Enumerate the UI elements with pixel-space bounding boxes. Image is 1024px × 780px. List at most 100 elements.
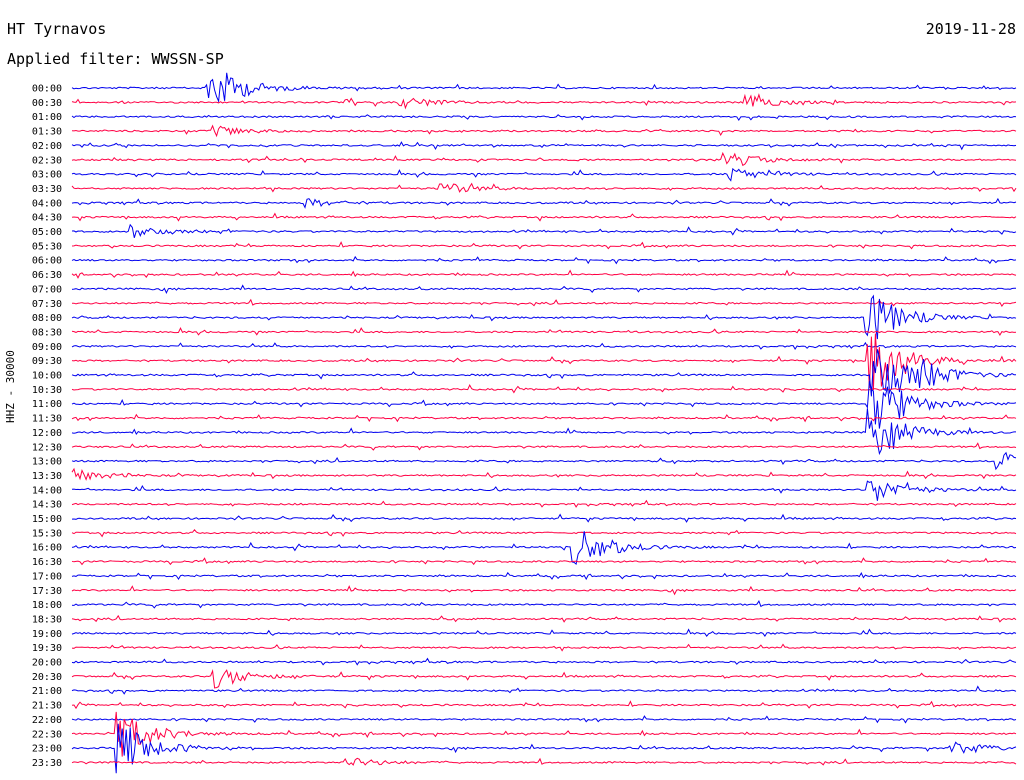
row-time-label: 01:00 <box>32 112 62 123</box>
row-time-label: 18:00 <box>32 600 62 611</box>
trace-line <box>71 685 1017 695</box>
row-time-label: 21:00 <box>32 686 62 697</box>
trace-line <box>71 451 1017 471</box>
trace-line <box>71 442 1017 451</box>
trace-line <box>71 499 1017 508</box>
row-time-label: 03:30 <box>32 184 62 195</box>
row-time-label: 08:30 <box>32 327 62 338</box>
trace-line <box>71 93 1017 110</box>
trace-line <box>71 669 1017 689</box>
row-time-label: 18:30 <box>32 614 62 625</box>
trace-line <box>71 723 1017 774</box>
row-time-label: 11:30 <box>32 414 62 425</box>
row-time-label: 04:30 <box>32 213 62 224</box>
trace-line <box>71 197 1017 209</box>
row-time-label: 09:00 <box>32 342 62 353</box>
row-time-label: 21:30 <box>32 701 62 712</box>
row-time-label: 08:00 <box>32 313 62 324</box>
station-name: HT Tyrnavos <box>7 20 107 38</box>
trace-line <box>71 383 1017 394</box>
trace-line <box>71 182 1017 193</box>
row-time-label: 16:30 <box>32 557 62 568</box>
trace-line <box>71 467 1017 481</box>
trace-line <box>71 294 1017 340</box>
trace-line <box>71 124 1017 138</box>
trace-line <box>71 571 1017 581</box>
trace-line <box>71 212 1017 222</box>
trace-line <box>71 757 1017 766</box>
trace-line <box>71 167 1017 182</box>
trace-line <box>71 349 1016 397</box>
trace-line <box>71 298 1017 308</box>
trace-line <box>71 599 1017 609</box>
row-time-label: 20:00 <box>32 658 62 669</box>
row-time-label: 16:00 <box>32 543 62 554</box>
trace-line <box>71 114 1017 122</box>
trace-line <box>71 628 1017 638</box>
trace-line <box>71 141 1017 151</box>
trace-line <box>71 715 1017 724</box>
trace-line <box>71 241 1017 250</box>
row-time-label: 14:00 <box>32 485 62 496</box>
row-time-label: 23:00 <box>32 744 62 755</box>
row-time-label: 00:30 <box>32 98 62 109</box>
row-time-label: 17:00 <box>32 571 62 582</box>
row-time-label: 15:30 <box>32 528 62 539</box>
row-time-label: 11:00 <box>32 399 62 410</box>
row-time-label: 12:00 <box>32 428 62 439</box>
row-time-label: 01:30 <box>32 127 62 138</box>
row-time-label: 17:30 <box>32 586 62 597</box>
trace-line <box>71 413 1017 423</box>
row-time-label: 03:00 <box>32 170 62 181</box>
trace-line <box>71 480 1017 501</box>
trace-line <box>71 381 1017 429</box>
trace-line <box>71 327 1017 336</box>
row-time-label: 13:00 <box>32 457 62 468</box>
trace-line <box>71 643 1017 652</box>
row-time-label: 13:30 <box>32 471 62 482</box>
trace-line <box>71 513 1017 523</box>
trace-line <box>71 557 1017 566</box>
row-time-label: 14:30 <box>32 500 62 511</box>
row-time-label: 06:00 <box>32 256 62 267</box>
row-time-label: 19:00 <box>32 629 62 640</box>
row-time-label: 23:30 <box>32 758 62 769</box>
trace-line <box>71 531 1017 566</box>
row-time-label: 09:30 <box>32 356 62 367</box>
row-time-label: 15:00 <box>32 514 62 525</box>
row-time-label: 10:00 <box>32 371 62 382</box>
row-time-label: 19:30 <box>32 643 62 654</box>
trace-line <box>71 255 1017 265</box>
trace-line <box>71 529 1017 538</box>
trace-line <box>71 284 1017 294</box>
row-time-label: 00:00 <box>32 84 62 95</box>
row-time-label: 05:00 <box>32 227 62 238</box>
row-time-label: 22:00 <box>32 715 62 726</box>
row-time-label: 06:30 <box>32 270 62 281</box>
row-time-label: 05:30 <box>32 241 62 252</box>
trace-line <box>71 657 1017 666</box>
trace-line <box>71 614 1017 623</box>
trace-line <box>71 700 1017 710</box>
trace-line <box>71 408 1016 456</box>
row-time-label: 04:00 <box>32 198 62 209</box>
row-time-label: 02:00 <box>32 141 62 152</box>
trace-line <box>71 341 1017 350</box>
trace-line <box>71 151 1017 167</box>
row-time-label: 07:00 <box>32 284 62 295</box>
row-time-label: 07:30 <box>32 299 62 310</box>
row-time-label: 12:30 <box>32 442 62 453</box>
date-label: 2019-11-28 <box>925 20 1016 38</box>
trace-line <box>71 269 1017 279</box>
trace-line <box>71 223 1017 238</box>
filter-label: Applied filter: WWSSN-SP <box>7 50 224 68</box>
row-time-label: 10:30 <box>32 385 62 396</box>
trace-line <box>71 72 1017 104</box>
row-time-label: 02:30 <box>32 155 62 166</box>
trace-line <box>71 585 1017 596</box>
trace-line <box>71 333 1017 391</box>
trace-line <box>71 711 1017 757</box>
row-time-label: 22:30 <box>32 729 62 740</box>
row-time-label: 20:30 <box>32 672 62 683</box>
